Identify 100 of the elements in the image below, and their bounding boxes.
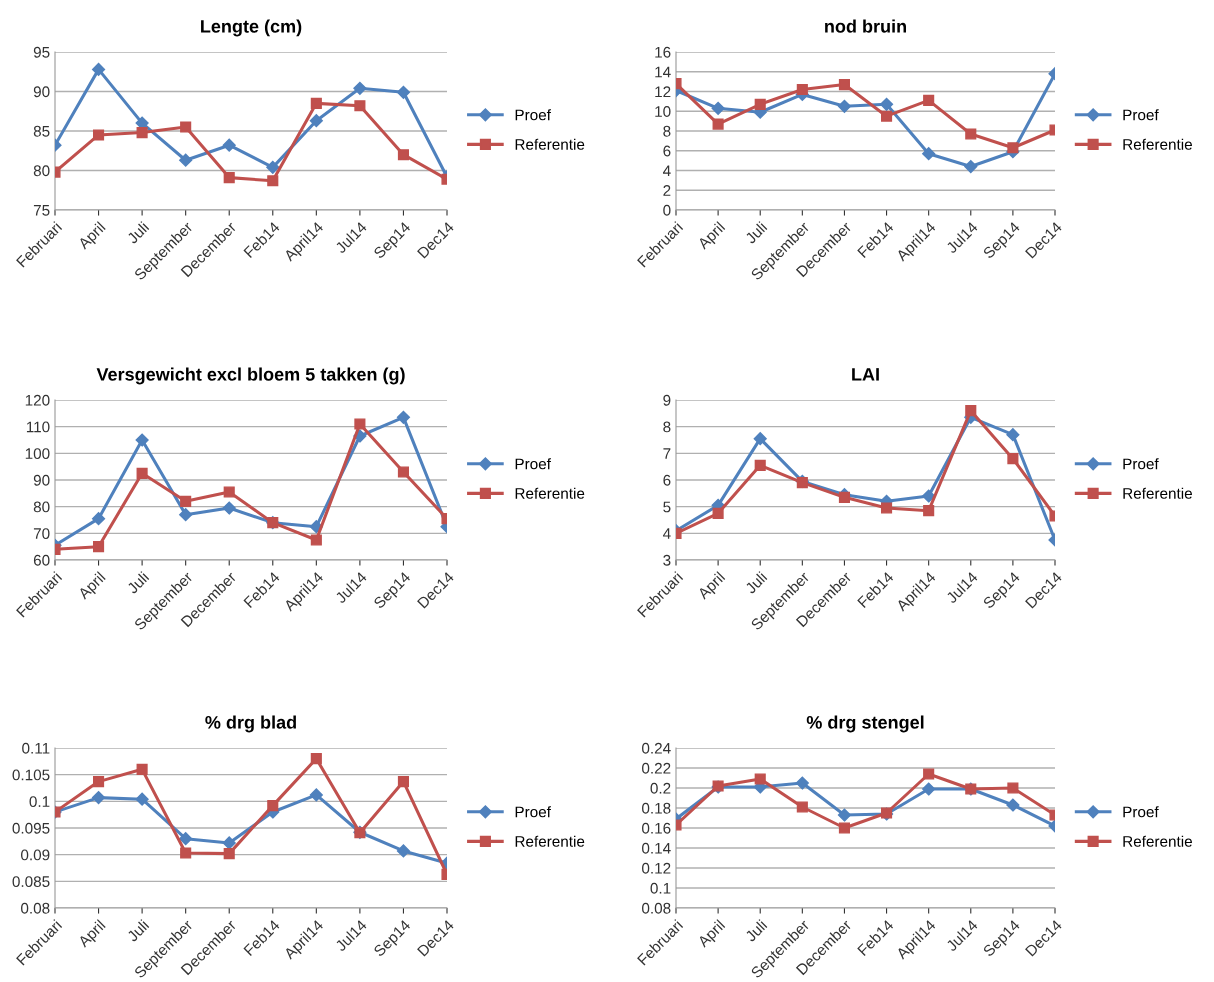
- point: [880, 502, 893, 514]
- point: [354, 418, 366, 430]
- point: [1007, 782, 1019, 794]
- y-tick-label: 0.105: [12, 769, 50, 781]
- legend-label: Proef: [515, 458, 551, 470]
- y-tick-label: 60: [33, 554, 50, 566]
- y-tick-label: 4: [662, 528, 671, 539]
- point: [267, 800, 279, 812]
- point: [923, 505, 935, 517]
- legend-label: Referentie: [515, 138, 585, 150]
- point: [180, 847, 192, 859]
- point: [754, 773, 766, 785]
- point: [136, 467, 148, 479]
- y-tick-label: 120: [25, 394, 50, 406]
- point: [879, 97, 894, 111]
- point: [222, 836, 236, 850]
- legend-label: Proef: [1123, 806, 1159, 818]
- y-tick-label: 0.08: [642, 902, 671, 914]
- point: [91, 512, 106, 526]
- y-tick-label: 6: [663, 474, 671, 486]
- y-tick-label: 0.1: [29, 796, 50, 808]
- y-tick-label: 100: [25, 448, 50, 460]
- y-tick-label: 80: [33, 165, 50, 177]
- y-tick-label: 6: [663, 145, 671, 157]
- point: [223, 172, 235, 184]
- point: [397, 149, 410, 161]
- y-tick-label: 12: [655, 86, 671, 98]
- chart-title: Lengte (cm): [201, 19, 302, 37]
- point: [397, 466, 410, 478]
- legend-label: Referentie: [1123, 835, 1192, 847]
- y-tick-label: 0.2: [650, 782, 671, 794]
- y-tick-label: 0.18: [642, 802, 671, 814]
- legend-label: Proef: [1123, 458, 1159, 470]
- legend-label: Proef: [515, 806, 551, 818]
- y-tick-label: 2: [663, 185, 671, 196]
- y-tick-label: 10: [655, 106, 671, 117]
- chart-title: nod bruin: [825, 19, 906, 33]
- point: [310, 534, 322, 546]
- point: [223, 848, 235, 860]
- y-tick-label: 0.08: [21, 902, 50, 914]
- point: [712, 118, 724, 130]
- chart-title: Versgewicht excl bloem 5 takken (g): [96, 367, 405, 385]
- point: [91, 62, 106, 76]
- point: [136, 127, 148, 139]
- y-tick-label: 95: [33, 46, 50, 58]
- chart-title: LAI: [852, 368, 879, 381]
- point: [180, 121, 192, 133]
- point: [795, 776, 809, 790]
- y-tick-label: 9: [663, 394, 671, 406]
- y-tick-label: 0.1: [650, 882, 671, 894]
- y-tick-label: 14: [655, 66, 671, 78]
- point: [837, 808, 852, 822]
- point: [91, 791, 106, 805]
- point: [135, 433, 149, 447]
- y-tick-label: 8: [663, 421, 671, 433]
- point: [267, 175, 279, 187]
- point: [711, 101, 725, 115]
- y-tick-label: 0.095: [12, 822, 50, 834]
- point: [179, 508, 193, 522]
- point: [92, 776, 105, 788]
- point: [753, 432, 767, 446]
- y-tick-label: 3: [663, 554, 671, 566]
- y-tick-label: 5: [663, 501, 671, 513]
- y-tick-label: 110: [26, 421, 50, 433]
- point: [965, 405, 977, 417]
- point: [880, 110, 893, 122]
- point: [92, 541, 105, 553]
- y-tick-label: 16: [655, 46, 671, 58]
- point: [923, 768, 935, 780]
- point: [923, 94, 935, 106]
- y-tick-label: 85: [33, 125, 50, 137]
- y-tick-label: 0.12: [642, 862, 671, 874]
- point: [965, 128, 977, 140]
- y-tick-label: 90: [33, 86, 50, 98]
- y-tick-label: 0.14: [642, 842, 671, 854]
- point: [396, 85, 411, 99]
- point: [309, 114, 323, 128]
- y-tick-label: 0.09: [21, 849, 50, 861]
- legend-label: Referentie: [515, 487, 585, 499]
- y-tick-label: 4: [662, 165, 671, 177]
- legend-label: Proef: [1123, 109, 1159, 121]
- chart-title: % drg stengel: [806, 715, 924, 733]
- y-tick-label: 8: [663, 125, 671, 137]
- point: [136, 763, 148, 775]
- y-tick-label: 0.24: [642, 742, 671, 754]
- y-tick-label: 90: [33, 474, 50, 486]
- point: [922, 489, 936, 503]
- y-tick-label: 75: [33, 205, 50, 216]
- point: [397, 776, 410, 788]
- y-tick-label: 80: [33, 501, 50, 513]
- point: [222, 501, 236, 515]
- y-tick-label: 7: [663, 448, 671, 459]
- y-tick-label: 0.22: [642, 762, 671, 774]
- point: [1006, 428, 1020, 442]
- point: [754, 459, 766, 471]
- y-tick-label: 0.11: [22, 742, 50, 754]
- point: [964, 159, 978, 174]
- point: [179, 153, 193, 167]
- y-tick-label: 70: [33, 528, 50, 540]
- point: [1006, 798, 1020, 812]
